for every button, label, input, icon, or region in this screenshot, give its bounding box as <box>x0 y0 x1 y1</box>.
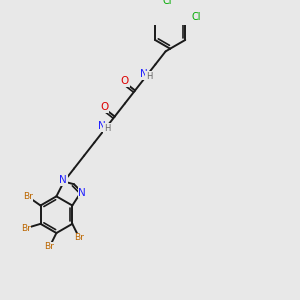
Text: O: O <box>121 76 129 86</box>
Text: N: N <box>59 175 67 185</box>
Text: H: H <box>104 124 110 133</box>
Text: O: O <box>100 102 109 112</box>
Text: Br: Br <box>23 192 33 201</box>
Text: Br: Br <box>74 233 84 242</box>
Text: N: N <box>78 188 86 198</box>
Text: N: N <box>140 69 147 79</box>
Text: Cl: Cl <box>192 12 202 22</box>
Text: Br: Br <box>21 224 31 233</box>
Text: Br: Br <box>44 242 54 251</box>
Text: Cl: Cl <box>163 0 172 6</box>
Text: H: H <box>146 72 152 81</box>
Text: N: N <box>98 121 106 131</box>
